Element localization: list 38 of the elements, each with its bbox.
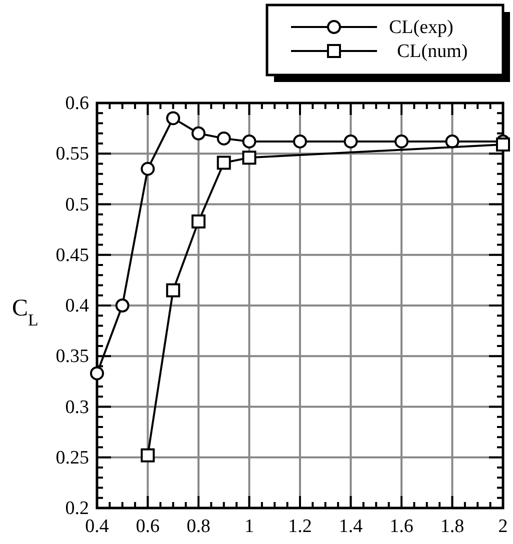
y-tick-label: 0.45: [56, 244, 89, 266]
point: [140, 162, 155, 176]
point: [166, 283, 180, 298]
point: [293, 134, 307, 148]
legend-label: CL(num): [397, 41, 468, 62]
y-axis-title: C$_{L}$: [12, 296, 38, 329]
y-tick-label: 0.25: [56, 447, 89, 468]
point: [166, 111, 180, 126]
y-tick-label: 0.4: [65, 296, 90, 316]
y-tick-label: 0.6: [65, 93, 89, 114]
y-tick-label: 0.35: [56, 346, 89, 368]
x-tick-label: 1.2: [288, 516, 312, 537]
x-tick-label: 0.8: [186, 516, 210, 537]
x-tick-label: 0.4: [85, 516, 110, 537]
point: [394, 134, 408, 148]
point: [192, 214, 206, 228]
x-tick-label: 1.6: [390, 516, 414, 537]
x-tick-label: 2: [498, 516, 508, 537]
point: [445, 134, 460, 148]
point: [216, 156, 231, 170]
point: [242, 134, 256, 148]
x-tick-label: 0.6: [136, 516, 160, 537]
y-tick-label: 0.55: [56, 144, 89, 165]
y-tick-label: 0.5: [65, 194, 89, 216]
y-tick-label: 0.2: [65, 498, 89, 519]
point: [192, 126, 206, 140]
x-tick-label: 1: [244, 516, 254, 537]
y-tick-label: 0.3: [65, 396, 89, 418]
x-tick-label: 1.4: [338, 516, 364, 537]
point: [216, 131, 231, 146]
point: [496, 138, 510, 152]
point: [242, 150, 256, 165]
legend-label: CL(exp): [389, 17, 454, 38]
point: [90, 366, 104, 380]
point: [115, 298, 130, 312]
point: [344, 134, 358, 148]
point: [140, 448, 155, 462]
x-tick-label: 1.8: [440, 516, 464, 537]
